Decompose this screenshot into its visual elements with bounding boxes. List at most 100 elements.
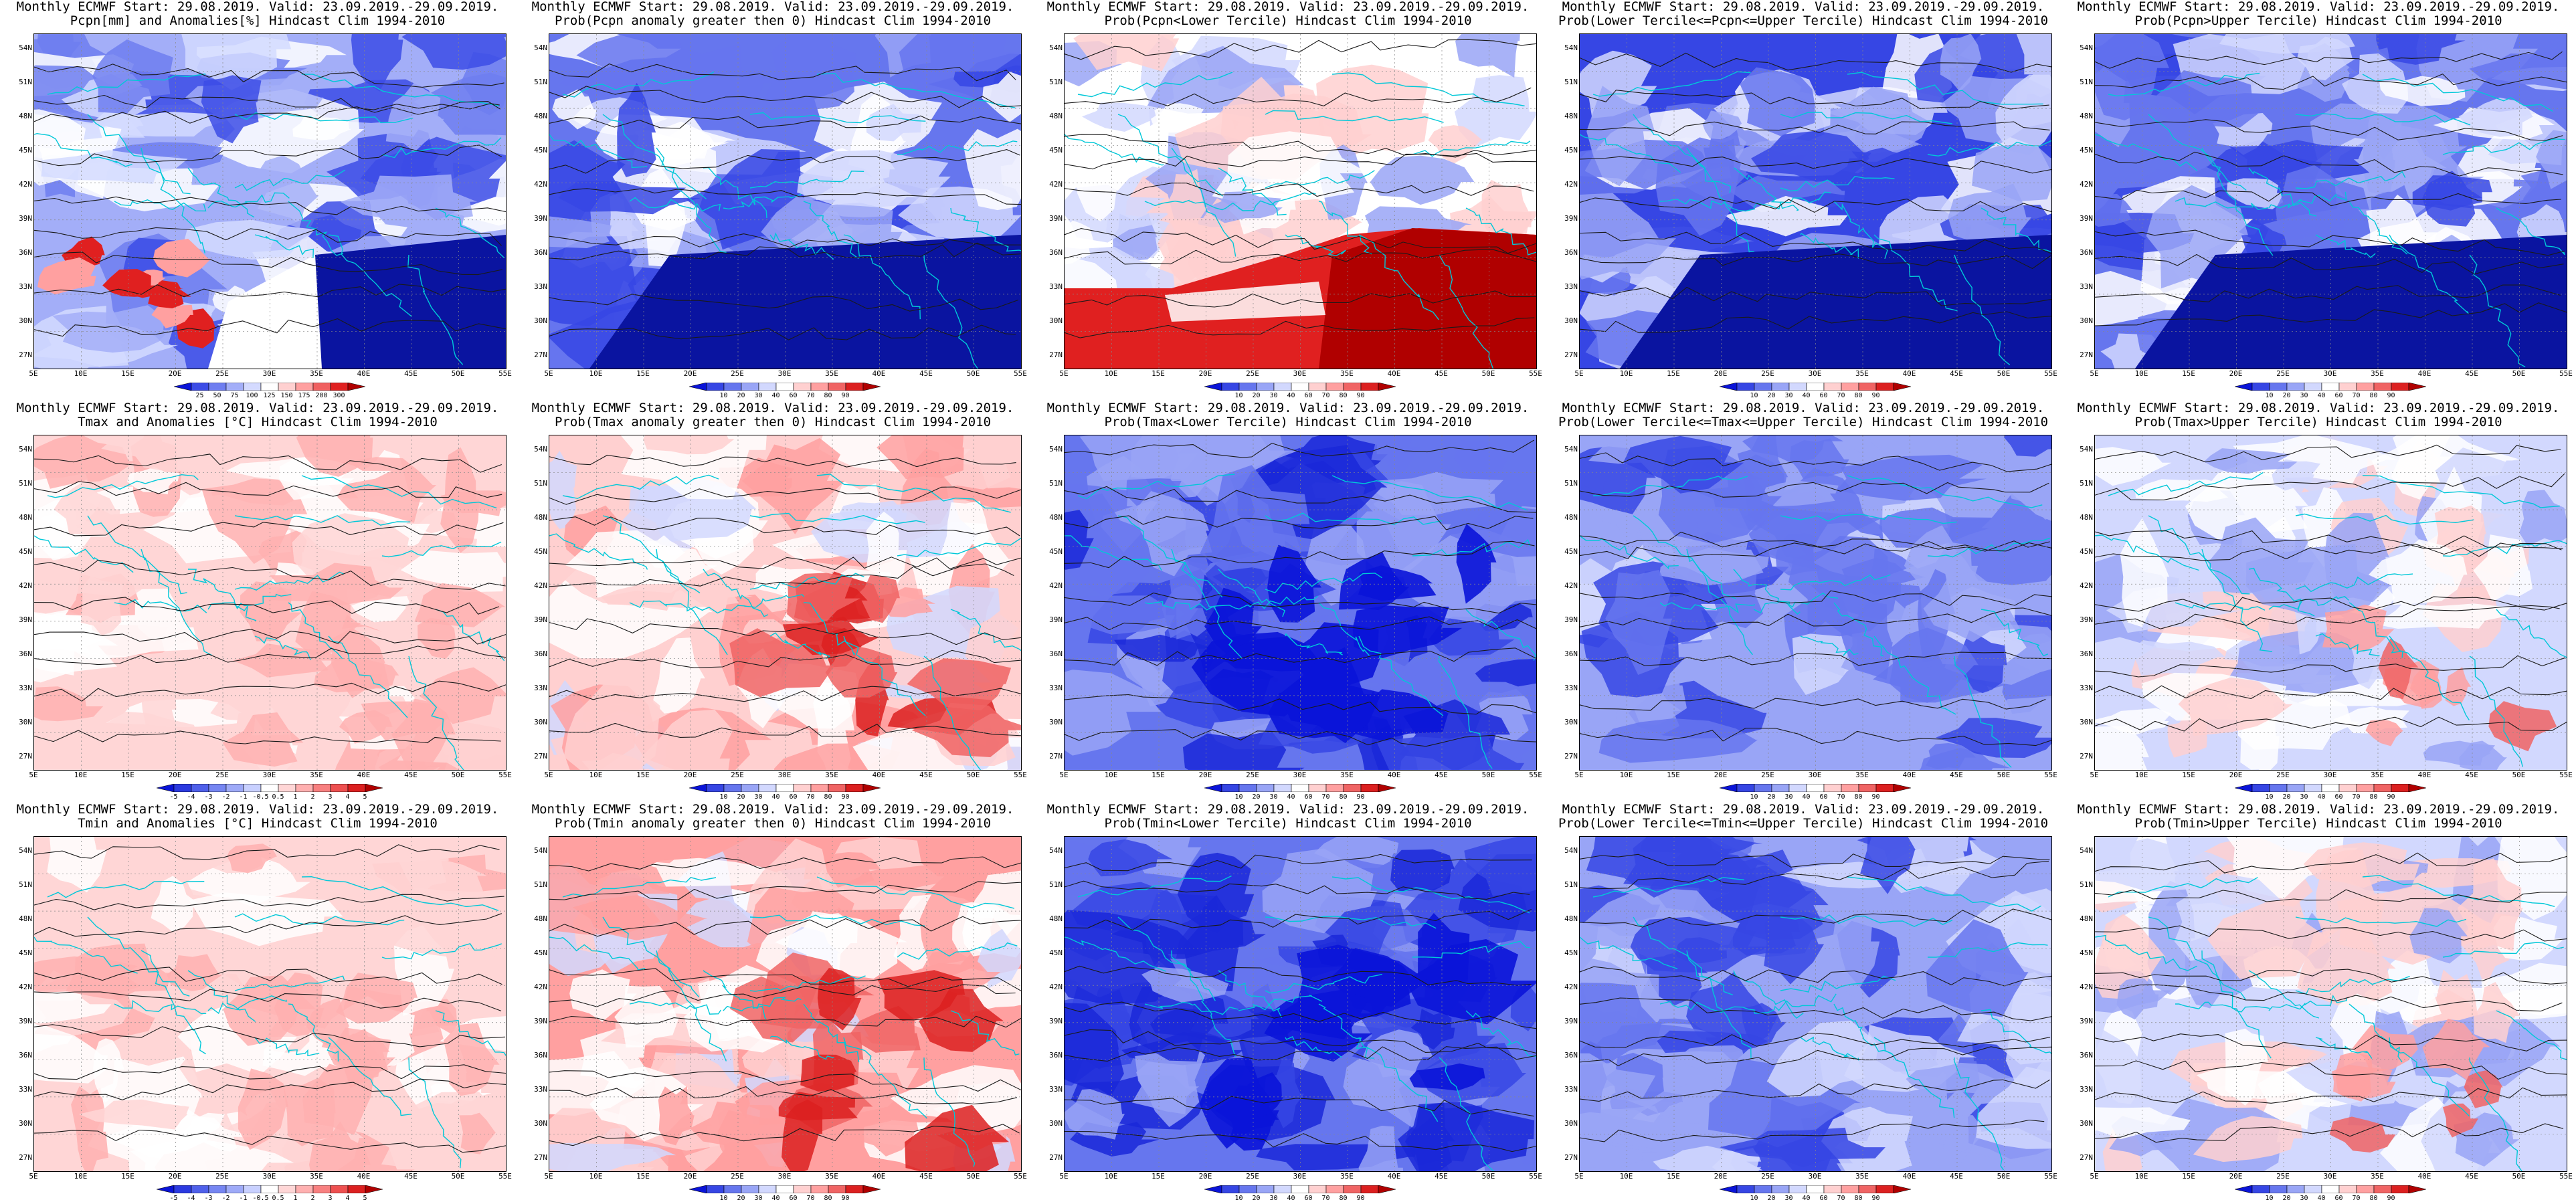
contour-layer (1065, 39, 1536, 338)
contour-line (34, 522, 504, 536)
contour-line (1580, 540, 2050, 560)
coastline-layer (2095, 874, 2567, 1171)
longitude-tick-label: 45E (404, 771, 418, 779)
colorbar-label: 10 (719, 1195, 728, 1202)
field-blob (972, 435, 1021, 490)
colorbar-label: 20 (1767, 793, 1776, 801)
colorbar-label: 60 (1819, 793, 1828, 801)
latitude-tick-label: 51N (1049, 479, 1063, 488)
coastline (2175, 1001, 2270, 1013)
coastline (1592, 71, 1751, 97)
contour-line (2095, 1033, 2567, 1051)
coastline (408, 656, 464, 770)
colorbar-segment (2251, 1185, 2270, 1193)
colorbar (173, 383, 365, 391)
colorbar-segment (1788, 784, 1807, 792)
colorbar-arrow-left (156, 784, 174, 792)
latitude-tick-label: 36N (2080, 649, 2093, 658)
coastline (187, 167, 255, 218)
coastline (1412, 539, 1531, 557)
longitude-tick-label: 15E (1667, 771, 1680, 779)
longitude-tick-label: 55E (1529, 369, 1542, 378)
longitude-tick-label: 10E (2134, 771, 2148, 779)
colorbar-svg (688, 1185, 881, 1193)
contour-line (1065, 39, 1536, 60)
map-panel-p23: Monthly ECMWF Start: 29.08.2019. Valid: … (1030, 401, 1546, 803)
latitude-tick-label: 39N (1564, 214, 1578, 223)
coastline (1465, 207, 1536, 256)
colorbar-label: 10 (1750, 793, 1758, 801)
colorbar-segment (1238, 383, 1257, 391)
coastline (2095, 534, 2199, 571)
colorbar-segment (243, 383, 261, 391)
field-blob (1580, 983, 1662, 1065)
field-red-blob (240, 581, 302, 641)
field-blob (552, 89, 597, 130)
colorbar-segment (2251, 784, 2270, 792)
colorbar-svg (173, 383, 365, 391)
contour-line (2095, 254, 2564, 275)
colorbar-arrow-left (1204, 1185, 1222, 1193)
coastline (1753, 593, 1839, 614)
map-canvas (1580, 837, 2051, 1171)
latitude-tick-label: 48N (19, 112, 32, 120)
colorbar-label: 30 (754, 793, 763, 801)
field-deep-blob (1220, 637, 1313, 672)
map-frame (1064, 33, 1537, 369)
contour-line (34, 1064, 506, 1080)
coastline (749, 171, 864, 189)
colorbar-label: 40 (771, 392, 780, 399)
colorbar-segment (2286, 383, 2304, 391)
field-blob (99, 712, 205, 770)
field-blob (842, 864, 960, 892)
latitude-tick-label: 51N (19, 880, 32, 889)
colorbar-label: -3 (204, 1195, 213, 1202)
longitude-tick-label: 35E (825, 1172, 838, 1181)
longitude-tick-label: 45E (2465, 1172, 2478, 1181)
field-red-blob (274, 972, 325, 1037)
contour-line (549, 324, 1016, 340)
field-blob (1580, 193, 1676, 280)
coastline (2389, 635, 2470, 720)
longitude-tick-label: 25E (1246, 369, 1259, 378)
field-blob (292, 115, 352, 140)
latitude-tick-label: 45N (534, 547, 547, 556)
colorbar-label: 60 (2334, 392, 2343, 399)
coastline (381, 541, 502, 558)
field-blob (741, 437, 845, 534)
coastline (207, 593, 292, 610)
colorbar-segment (758, 784, 776, 792)
longitude-tick-label: 30E (777, 369, 792, 378)
colorbar-segment (1858, 1185, 1876, 1193)
colorbar-label: 90 (1356, 1195, 1365, 1202)
coastline (2148, 114, 2247, 191)
coastline (1285, 1035, 1342, 1058)
field-blob (636, 43, 784, 124)
field-red-blob (787, 573, 860, 627)
latitude-tick-label: 39N (2080, 214, 2093, 223)
longitude-tick-label: 55E (2044, 771, 2057, 779)
colorbar-segment (2286, 1185, 2304, 1193)
colorbar-label: 10 (1234, 1195, 1243, 1202)
colorbar-segment (2391, 784, 2409, 792)
coastline (923, 1057, 976, 1167)
colorbar-segment (2304, 1185, 2322, 1193)
coastline (923, 254, 979, 369)
latitude-tick-label: 27N (1049, 752, 1063, 761)
map-frame (1579, 33, 2052, 369)
colorbar-label: 70 (2352, 793, 2361, 801)
colorbar-label: 70 (1321, 392, 1330, 399)
field-blob (2316, 849, 2385, 940)
coastline (629, 197, 721, 212)
longitude-tick-label: 50E (451, 771, 465, 779)
coastline (2295, 916, 2467, 927)
contour-line (1580, 156, 2051, 174)
colorbar-segment (741, 383, 759, 391)
colorbar-segment (1308, 784, 1326, 792)
map-panel-p24: Monthly ECMWF Start: 29.08.2019. Valid: … (1546, 401, 2061, 803)
longitude-tick-label: 45E (2465, 771, 2478, 779)
longitude-tick-label: 20E (1714, 369, 1728, 378)
latitude-tick-label: 42N (534, 180, 547, 189)
colorbar-segment (1875, 383, 1894, 391)
colorbar-segment (2304, 383, 2322, 391)
